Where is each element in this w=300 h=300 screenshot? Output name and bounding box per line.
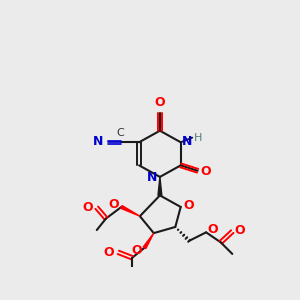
Text: O: O [154, 96, 165, 109]
Text: O: O [82, 201, 93, 214]
Text: O: O [207, 223, 217, 236]
Polygon shape [121, 206, 140, 216]
Text: O: O [109, 198, 119, 211]
Text: N: N [147, 171, 158, 184]
Text: O: O [200, 165, 211, 178]
Text: H: H [194, 133, 202, 142]
Text: N: N [93, 135, 103, 148]
Polygon shape [143, 233, 154, 249]
Text: C: C [116, 128, 124, 138]
Text: O: O [132, 244, 142, 256]
Polygon shape [158, 177, 162, 195]
Text: O: O [104, 246, 115, 259]
Text: O: O [183, 199, 194, 212]
Text: N: N [182, 135, 193, 148]
Text: O: O [235, 224, 245, 236]
